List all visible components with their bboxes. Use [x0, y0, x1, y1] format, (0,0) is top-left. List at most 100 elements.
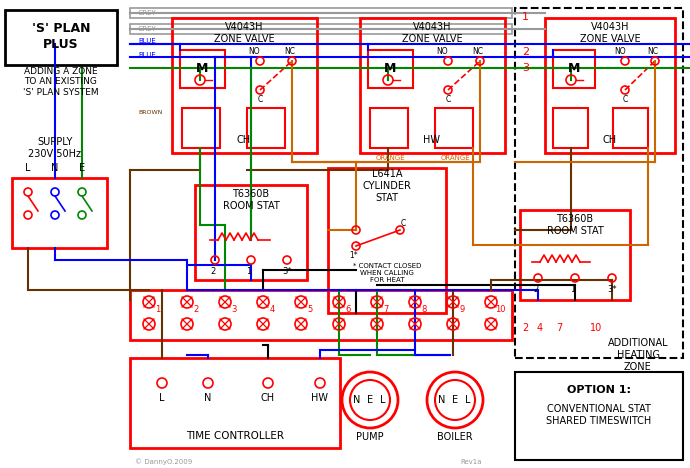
Text: T6360B
ROOM STAT: T6360B ROOM STAT	[546, 214, 603, 236]
Text: 9: 9	[460, 305, 464, 314]
Bar	[435, 108, 473, 148]
Text: TIME CONTROLLER: TIME CONTROLLER	[186, 431, 284, 441]
Text: 3*: 3*	[282, 268, 292, 277]
Text: M: M	[568, 63, 580, 75]
Text: V4043H
ZONE VALVE: V4043H ZONE VALVE	[402, 22, 462, 44]
Text: 10: 10	[590, 323, 602, 333]
Text: CH: CH	[261, 393, 275, 403]
Text: 1*: 1*	[350, 251, 358, 261]
Bar	[5, 10, 117, 65]
Bar	[553, 50, 595, 88]
Text: M: M	[196, 63, 208, 75]
Text: L: L	[380, 395, 386, 405]
Text: 'S' PLAN: 'S' PLAN	[32, 22, 90, 35]
Text: C: C	[400, 219, 406, 227]
Text: CH: CH	[603, 135, 617, 145]
Text: 8: 8	[422, 305, 426, 314]
Text: 2: 2	[522, 323, 529, 333]
Text: 6: 6	[345, 305, 351, 314]
Text: NC: NC	[284, 46, 295, 56]
Text: BLUE: BLUE	[138, 52, 156, 58]
Text: 4: 4	[269, 305, 275, 314]
Text: ORANGE: ORANGE	[375, 155, 405, 161]
Text: N: N	[204, 393, 212, 403]
Bar	[368, 50, 413, 88]
Text: C: C	[622, 95, 628, 104]
Text: 7: 7	[556, 323, 562, 333]
Text: GREY: GREY	[138, 26, 157, 32]
Text: L641A
CYLINDER
STAT: L641A CYLINDER STAT	[362, 169, 411, 203]
Text: E: E	[367, 395, 373, 405]
Text: ADDITIONAL
HEATING
ZONE: ADDITIONAL HEATING ZONE	[608, 338, 669, 372]
Text: © DannyO.2009: © DannyO.2009	[135, 459, 193, 465]
Text: CH: CH	[237, 135, 251, 145]
Bar	[545, 18, 675, 153]
Bar	[360, 18, 505, 153]
Text: 7: 7	[384, 305, 388, 314]
Text: N: N	[438, 395, 446, 405]
Text: BOILER: BOILER	[437, 432, 473, 442]
Bar	[130, 8, 512, 18]
Text: BLUE: BLUE	[138, 38, 156, 44]
Text: OPTION 1:: OPTION 1:	[567, 385, 631, 395]
Text: ADDING A ZONE
TO AN EXISTING
'S' PLAN SYSTEM: ADDING A ZONE TO AN EXISTING 'S' PLAN SY…	[23, 67, 99, 97]
Bar	[130, 290, 512, 340]
Text: 3: 3	[522, 63, 529, 73]
Text: 3*: 3*	[607, 285, 617, 294]
Text: N: N	[51, 163, 59, 173]
Bar	[195, 185, 307, 280]
Bar	[515, 372, 683, 460]
Text: L: L	[159, 393, 165, 403]
Text: L: L	[26, 163, 31, 173]
Text: 2: 2	[533, 285, 539, 294]
Text: 2: 2	[522, 47, 529, 57]
Bar	[130, 24, 512, 34]
Text: E: E	[452, 395, 458, 405]
Text: * CONTACT CLOSED
WHEN CALLING
FOR HEAT: * CONTACT CLOSED WHEN CALLING FOR HEAT	[353, 263, 421, 283]
Bar	[182, 108, 220, 148]
Text: 3: 3	[231, 305, 237, 314]
Text: NC: NC	[473, 46, 484, 56]
Bar	[553, 108, 588, 148]
Text: N: N	[353, 395, 361, 405]
Text: 10: 10	[495, 305, 505, 314]
Text: 1: 1	[155, 305, 161, 314]
Text: SUPPLY
230V 50Hz: SUPPLY 230V 50Hz	[28, 137, 81, 159]
Bar	[328, 168, 446, 313]
Text: 4: 4	[537, 323, 543, 333]
Text: T6360B
ROOM STAT: T6360B ROOM STAT	[223, 189, 279, 211]
Text: V4043H
ZONE VALVE: V4043H ZONE VALVE	[214, 22, 275, 44]
Text: L: L	[465, 395, 471, 405]
Text: NC: NC	[647, 46, 658, 56]
Text: NO: NO	[436, 46, 448, 56]
Bar	[130, 358, 340, 448]
Bar	[613, 108, 648, 148]
Bar	[172, 18, 317, 153]
Text: BROWN: BROWN	[138, 110, 162, 115]
Text: NO: NO	[614, 46, 626, 56]
Text: M: M	[384, 63, 396, 75]
Text: 2: 2	[210, 268, 215, 277]
Text: C: C	[445, 95, 451, 104]
Text: HW: HW	[424, 135, 440, 145]
Bar	[370, 108, 408, 148]
Text: 2: 2	[193, 305, 199, 314]
Bar	[12, 178, 107, 248]
Text: GREY: GREY	[138, 10, 157, 16]
Bar	[515, 8, 683, 358]
Text: 5: 5	[307, 305, 313, 314]
Bar	[520, 210, 630, 300]
Text: 1: 1	[522, 12, 529, 22]
Text: V4043H
ZONE VALVE: V4043H ZONE VALVE	[580, 22, 640, 44]
Text: PLUS: PLUS	[43, 38, 79, 51]
Text: NO: NO	[248, 46, 260, 56]
Text: Rev1a: Rev1a	[460, 459, 482, 465]
Text: HW: HW	[311, 393, 328, 403]
Text: 1: 1	[246, 268, 252, 277]
Text: CONVENTIONAL STAT
SHARED TIMESWITCH: CONVENTIONAL STAT SHARED TIMESWITCH	[546, 404, 651, 426]
Text: ORANGE: ORANGE	[440, 155, 470, 161]
Text: E: E	[79, 163, 85, 173]
Text: PUMP: PUMP	[356, 432, 384, 442]
Text: C: C	[257, 95, 263, 104]
Bar	[247, 108, 285, 148]
